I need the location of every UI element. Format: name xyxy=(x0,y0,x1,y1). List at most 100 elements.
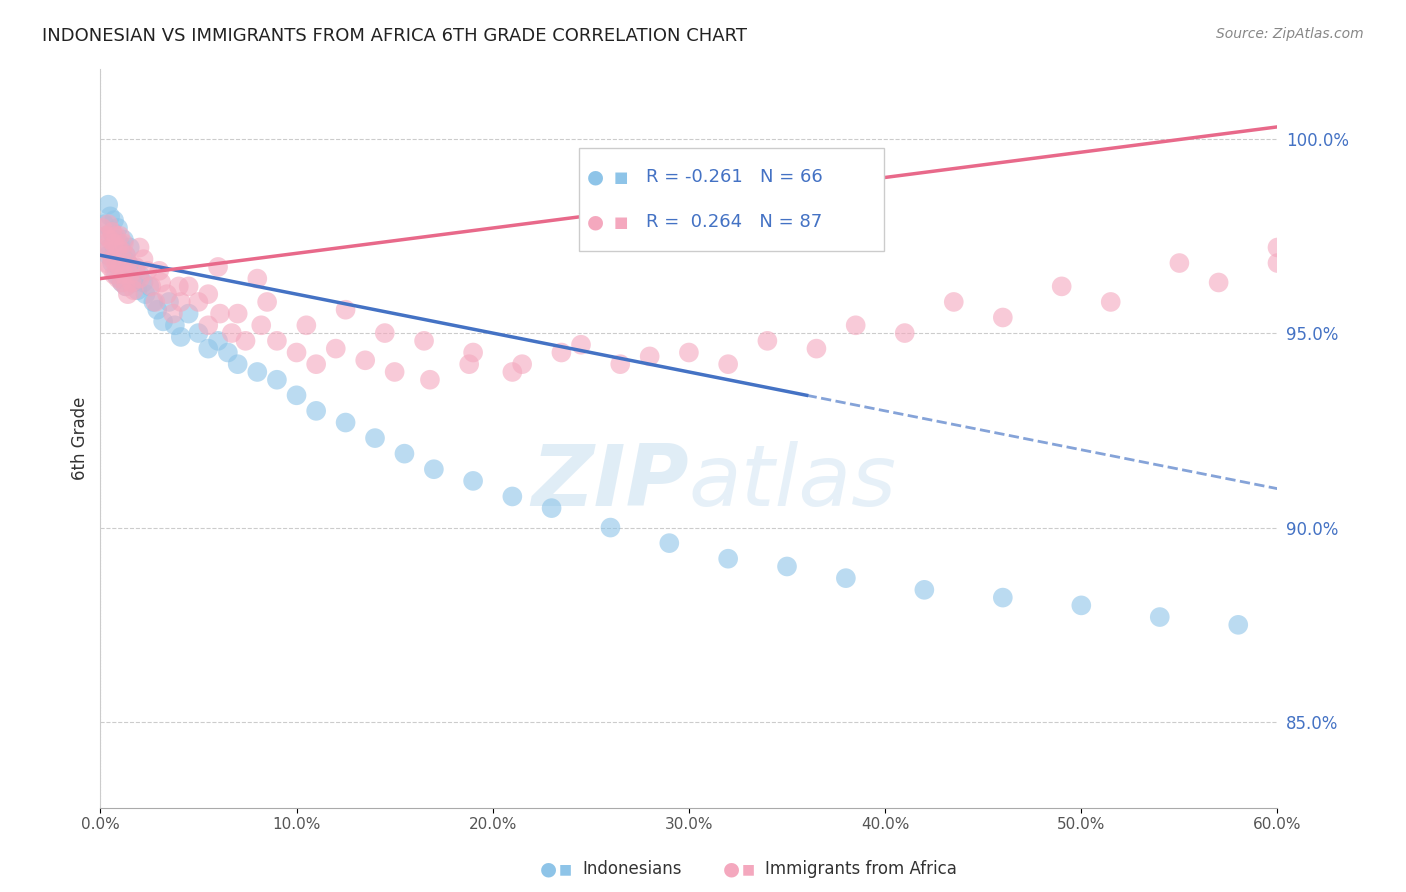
Point xyxy=(208,307,231,321)
Point xyxy=(115,248,138,262)
Text: atlas: atlas xyxy=(689,441,897,524)
Point xyxy=(221,326,243,340)
Point xyxy=(419,373,441,387)
Point xyxy=(170,294,193,309)
Point xyxy=(108,228,131,243)
Point xyxy=(246,271,269,285)
Point xyxy=(458,357,481,371)
Point xyxy=(96,228,118,243)
Point xyxy=(266,373,288,387)
Point xyxy=(1070,599,1092,613)
Point xyxy=(912,582,935,597)
Point xyxy=(101,252,124,267)
Point xyxy=(98,210,121,224)
Point xyxy=(197,287,219,301)
Point xyxy=(187,326,209,340)
Point xyxy=(111,276,134,290)
Point xyxy=(845,318,868,333)
Point xyxy=(98,240,121,254)
Point xyxy=(167,279,190,293)
Point xyxy=(776,559,799,574)
Point xyxy=(132,276,155,290)
Point xyxy=(111,244,134,259)
Point xyxy=(285,388,308,402)
Text: ■: ■ xyxy=(614,169,628,185)
Point xyxy=(112,268,135,282)
Point xyxy=(124,260,146,274)
Point xyxy=(117,256,139,270)
Point xyxy=(108,260,131,274)
Point xyxy=(93,217,115,231)
Point xyxy=(569,337,592,351)
Point xyxy=(374,326,396,340)
Point xyxy=(678,345,700,359)
Point xyxy=(226,357,249,371)
Point xyxy=(142,294,165,309)
Point xyxy=(96,256,118,270)
Point xyxy=(246,365,269,379)
Point xyxy=(305,357,328,371)
Point xyxy=(138,279,160,293)
Point xyxy=(806,342,828,356)
Point xyxy=(105,228,128,243)
Point xyxy=(1050,279,1073,293)
Point xyxy=(423,462,446,476)
Point xyxy=(112,264,135,278)
Point xyxy=(197,342,219,356)
Point xyxy=(461,474,484,488)
Point xyxy=(121,260,143,274)
Point xyxy=(97,248,120,262)
Point xyxy=(163,318,186,333)
Point xyxy=(1099,294,1122,309)
Point xyxy=(162,307,184,321)
Point xyxy=(128,268,150,282)
Point xyxy=(105,256,128,270)
Point xyxy=(118,271,141,285)
Point xyxy=(105,268,128,282)
Point xyxy=(991,310,1014,325)
Point xyxy=(285,345,308,359)
Point xyxy=(112,236,135,251)
Text: Indonesians: Indonesians xyxy=(582,860,682,878)
Text: ●: ● xyxy=(723,859,740,879)
Point xyxy=(335,302,357,317)
Text: R =  0.264   N = 87: R = 0.264 N = 87 xyxy=(647,213,823,231)
Point xyxy=(638,350,661,364)
Point xyxy=(394,447,416,461)
Point xyxy=(122,283,145,297)
Point xyxy=(207,260,229,274)
Point xyxy=(354,353,377,368)
Point xyxy=(658,536,681,550)
Point xyxy=(128,271,150,285)
Point xyxy=(893,326,915,340)
Point xyxy=(134,287,156,301)
Point xyxy=(107,221,129,235)
Point xyxy=(305,404,328,418)
Point xyxy=(226,307,249,321)
Point xyxy=(97,197,120,211)
Point xyxy=(150,276,173,290)
Point xyxy=(103,213,125,227)
Point xyxy=(364,431,387,445)
Point xyxy=(235,334,257,348)
Point xyxy=(152,314,174,328)
Text: INDONESIAN VS IMMIGRANTS FROM AFRICA 6TH GRADE CORRELATION CHART: INDONESIAN VS IMMIGRANTS FROM AFRICA 6TH… xyxy=(42,27,747,45)
Point xyxy=(136,264,159,278)
Point xyxy=(101,225,124,239)
Point xyxy=(207,334,229,348)
Text: ■: ■ xyxy=(614,215,628,230)
Point xyxy=(835,571,858,585)
Point xyxy=(127,283,149,297)
Point xyxy=(717,551,740,566)
Point xyxy=(250,318,273,333)
Point xyxy=(108,271,131,285)
Point xyxy=(103,244,125,259)
Point xyxy=(143,294,166,309)
Point xyxy=(105,233,128,247)
Point xyxy=(510,357,533,371)
Point xyxy=(461,345,484,359)
Point xyxy=(384,365,406,379)
Point xyxy=(540,501,562,516)
Point xyxy=(942,294,965,309)
Point xyxy=(118,240,141,254)
